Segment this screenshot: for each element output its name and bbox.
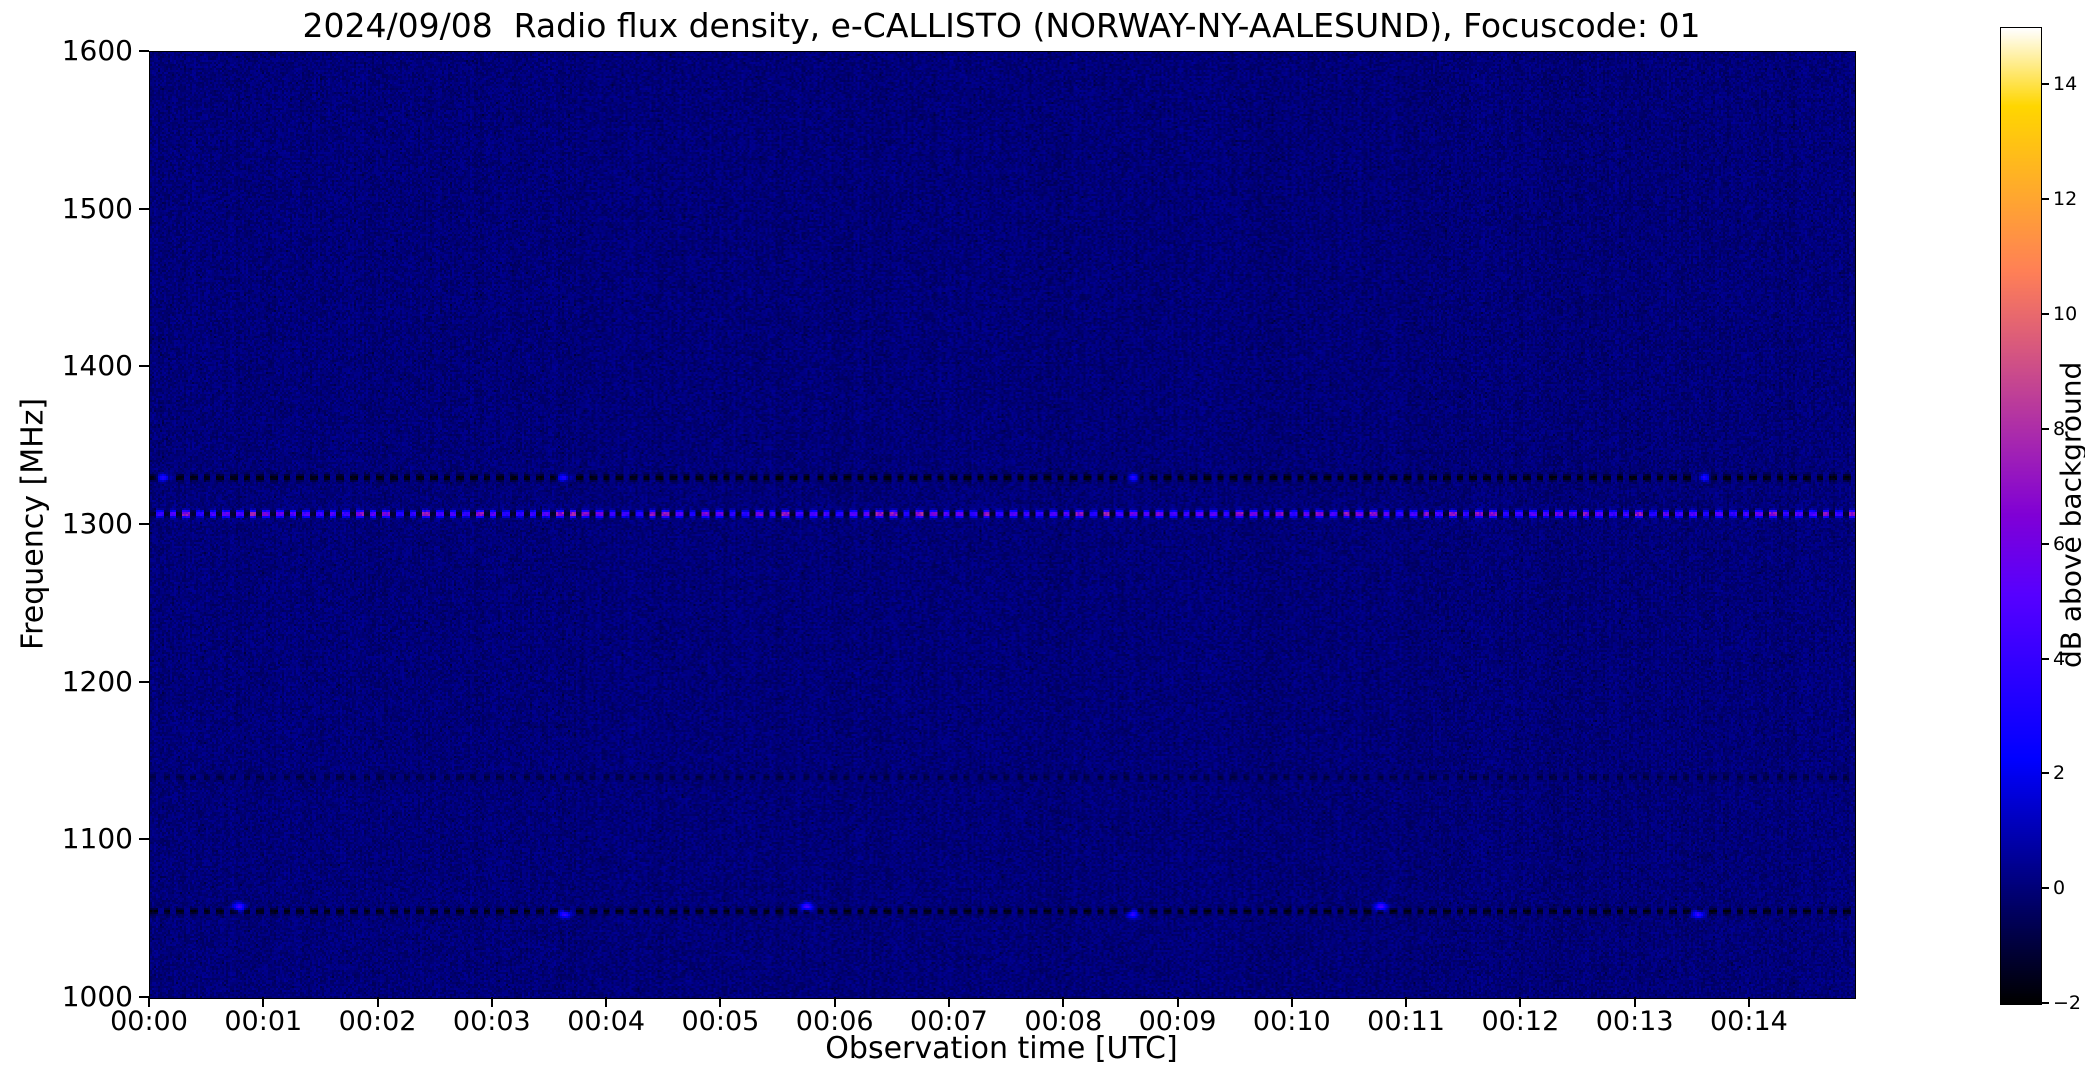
colorbar-tick-mark xyxy=(2042,542,2049,545)
colorbar-tick-label: 8 xyxy=(2053,417,2066,440)
x-tick-label: 00:09 xyxy=(1138,1006,1217,1037)
x-tick-label: 00:06 xyxy=(795,1006,874,1037)
y-tick-mark xyxy=(139,50,149,52)
y-tick-mark xyxy=(139,838,149,841)
y-tick-mark xyxy=(139,365,149,368)
colorbar-tick-mark xyxy=(2042,1002,2049,1004)
x-tick-label: 00:05 xyxy=(681,1006,760,1037)
y-tick-label: 1500 xyxy=(61,191,133,225)
y-tick-label: 1300 xyxy=(61,507,133,540)
colorbar-tick-mark xyxy=(2042,313,2049,316)
colorbar-tick-mark xyxy=(2042,427,2049,430)
y-tick-label: 1200 xyxy=(61,664,133,698)
x-tick-label: 00:02 xyxy=(338,1006,417,1037)
colorbar-tick-label: 12 xyxy=(2053,188,2078,211)
x-tick-mark xyxy=(1062,997,1065,1007)
x-tick-mark xyxy=(148,997,150,1007)
y-tick-label: 1000 xyxy=(61,980,133,1013)
colorbar-label: dB above background xyxy=(2054,361,2085,669)
x-tick-mark xyxy=(1633,997,1636,1007)
colorbar-tick-label: 2 xyxy=(2053,762,2066,785)
y-tick-mark xyxy=(139,523,149,525)
colorbar-tick-mark xyxy=(2042,887,2049,890)
x-tick-mark xyxy=(1747,997,1750,1007)
colorbar-tick-label: 14 xyxy=(2053,73,2078,96)
colorbar-tick-label: 10 xyxy=(2053,303,2078,326)
x-tick-mark xyxy=(376,997,379,1007)
x-tick-label: 00:10 xyxy=(1252,1006,1331,1037)
spectrogram-canvas xyxy=(150,52,1855,998)
x-tick-label: 00:12 xyxy=(1481,1006,1560,1037)
chart-title: 2024/09/08 Radio flux density, e-CALLIST… xyxy=(302,6,1701,45)
x-tick-mark xyxy=(1405,997,1408,1007)
y-tick-label: 1600 xyxy=(61,34,133,67)
x-tick-label: 00:07 xyxy=(910,1006,988,1037)
y-tick-mark xyxy=(139,996,149,998)
y-tick-label: 1400 xyxy=(61,349,133,383)
x-tick-label: 00:13 xyxy=(1595,1006,1674,1037)
x-tick-label: 00:03 xyxy=(452,1006,531,1037)
x-tick-mark xyxy=(947,997,950,1007)
x-tick-mark xyxy=(605,997,608,1007)
colorbar-tick-label: 0 xyxy=(2053,877,2066,900)
x-tick-mark xyxy=(490,997,493,1007)
colorbar-tick-mark xyxy=(2042,657,2049,660)
colorbar-tick-mark xyxy=(2042,772,2049,775)
colorbar-canvas xyxy=(2001,28,2041,1004)
x-tick-mark xyxy=(262,997,265,1007)
x-tick-mark xyxy=(1519,997,1522,1007)
colorbar-tick-label: 4 xyxy=(2053,647,2066,670)
colorbar xyxy=(2000,27,2042,1005)
x-axis-label: Observation time [UTC] xyxy=(825,1031,1178,1066)
x-tick-label: 00:00 xyxy=(110,1006,188,1037)
x-tick-mark xyxy=(833,997,836,1007)
y-tick-mark xyxy=(139,207,149,210)
x-tick-label: 00:01 xyxy=(224,1006,303,1037)
x-tick-mark xyxy=(719,997,722,1007)
colorbar-tick-label: 6 xyxy=(2053,532,2066,555)
x-tick-label: 00:14 xyxy=(1710,1006,1788,1037)
x-tick-label: 00:08 xyxy=(1024,1006,1103,1037)
colorbar-tick-mark xyxy=(2042,198,2049,201)
y-tick-mark xyxy=(139,680,149,683)
colorbar-tick-mark xyxy=(2042,83,2049,86)
y-tick-label: 1100 xyxy=(61,822,133,856)
plot-area xyxy=(149,51,1856,999)
colorbar-tick-label: −2 xyxy=(2053,992,2082,1014)
x-tick-mark xyxy=(1176,997,1179,1007)
x-tick-label: 00:04 xyxy=(567,1006,646,1037)
x-tick-label: 00:11 xyxy=(1367,1006,1445,1037)
x-tick-mark xyxy=(1290,997,1293,1007)
